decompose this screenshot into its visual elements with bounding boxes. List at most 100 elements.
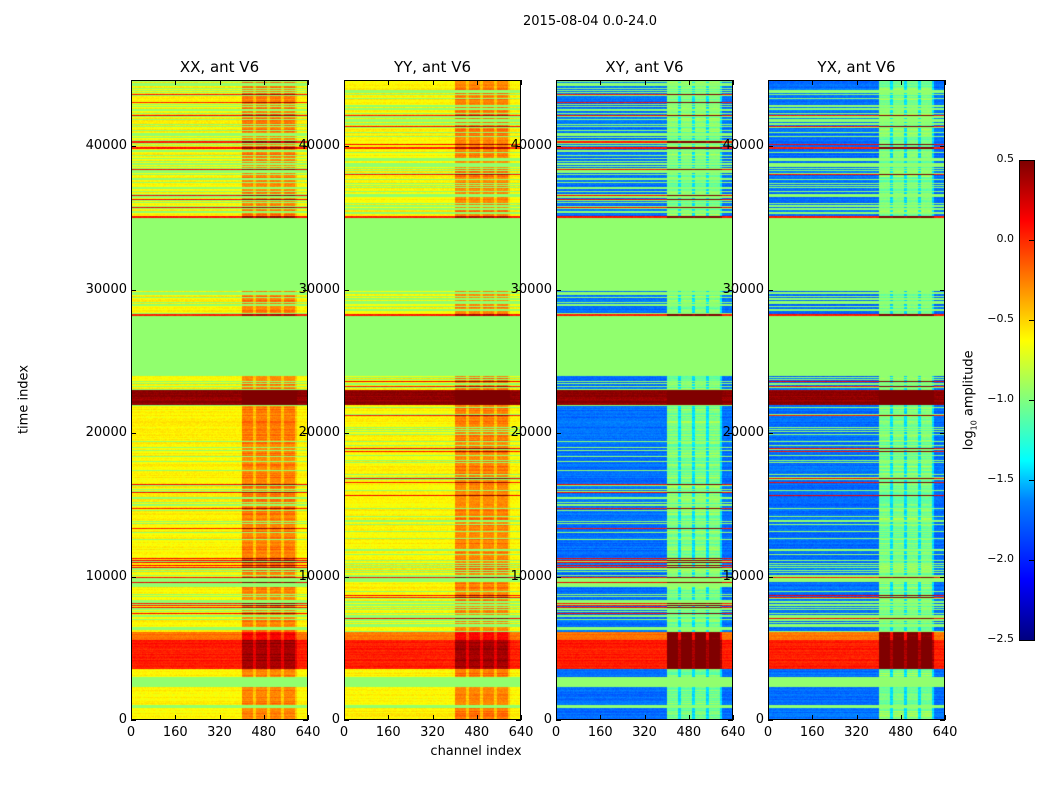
y-tick-right — [516, 146, 521, 147]
y-tick-label: 0 — [543, 712, 552, 727]
x-tick-label: 640 — [720, 725, 746, 740]
y-tick-label: 20000 — [85, 425, 127, 440]
x-tick-top — [733, 80, 734, 85]
x-tick — [812, 715, 814, 720]
y-tick — [768, 720, 773, 721]
x-tick-top — [476, 80, 478, 85]
y-tick-right — [940, 289, 945, 291]
colorbar-tick-label: 0.5 — [996, 152, 1015, 165]
y-tick-label: 30000 — [510, 281, 552, 297]
y-tick-right — [728, 720, 733, 721]
x-tick-label: 160 — [162, 725, 188, 740]
x-tick-label: 0 — [126, 725, 136, 740]
x-tick — [344, 715, 345, 720]
x-tick-label: 640 — [508, 725, 534, 740]
x-tick — [131, 715, 132, 720]
x-tick-label: 480 — [676, 725, 702, 740]
y-tick-label: 40000 — [510, 138, 552, 153]
y-tick-right — [516, 289, 521, 291]
y-tick — [768, 289, 773, 291]
x-tick-label: 640 — [932, 725, 958, 740]
x-tick — [644, 715, 646, 720]
colorbar-tick — [1029, 560, 1034, 561]
x-tick — [733, 715, 734, 720]
x-tick-top — [812, 80, 814, 85]
x-tick — [556, 715, 557, 720]
y-tick-label: 10000 — [510, 568, 552, 584]
heatmap-panel: XX, ant V6 0 160 320 480 640 0 10000 20000 30000 4… — [86, 58, 321, 740]
x-tick-label: 0 — [551, 725, 561, 740]
colorbar-label-rest: amplitude — [961, 350, 977, 421]
y-tick-label: 0 — [755, 712, 764, 727]
x-tick-label: 0 — [339, 725, 349, 740]
x-tick-top — [856, 80, 858, 85]
colorbar-tick-label: 0.0 — [996, 232, 1015, 245]
y-tick-label: 20000 — [298, 425, 340, 440]
y-tick-right — [728, 576, 733, 578]
x-tick-top — [175, 80, 177, 85]
colorbar-tick-label: −1.5 — [987, 472, 1014, 485]
panel-frame — [768, 80, 945, 720]
x-tick-label: 320 — [844, 725, 869, 740]
x-tick — [175, 715, 177, 720]
x-tick-label: 160 — [799, 725, 825, 740]
y-tick-label: 10000 — [298, 568, 340, 584]
panel-frame — [131, 80, 308, 720]
colorbar-tick-label: −2.5 — [987, 632, 1014, 645]
x-tick — [945, 715, 946, 720]
panel-title: XX, ant V6 — [179, 58, 260, 76]
x-tick-top — [644, 80, 646, 85]
panel-title: YX, ant V6 — [817, 58, 896, 76]
x-tick-top — [600, 80, 602, 85]
y-tick-right — [516, 433, 521, 434]
y-tick-right — [516, 576, 521, 578]
x-tick-top — [263, 80, 265, 85]
x-tick-top — [131, 80, 132, 85]
y-tick-right — [728, 146, 733, 147]
heatmap-image — [131, 80, 308, 720]
y-tick — [556, 146, 561, 147]
x-tick — [521, 715, 522, 720]
y-tick-label: 40000 — [298, 138, 340, 153]
x-tick-label: 320 — [420, 725, 445, 740]
y-tick — [768, 576, 773, 578]
y-tick-label: 30000 — [85, 281, 127, 297]
heatmap-image — [768, 80, 945, 720]
x-tick-top — [308, 80, 309, 85]
y-tick — [556, 720, 561, 721]
heatmap-panel: YX, ant V6 0 160 320 480 640 0 10000 20000 30000 4… — [723, 58, 958, 740]
y-tick-label: 40000 — [85, 138, 127, 153]
x-tick-label: 480 — [251, 725, 277, 740]
y-axis-label: time index — [16, 364, 32, 435]
x-axis-label: channel index — [430, 744, 522, 759]
y-tick — [556, 289, 561, 291]
y-tick-right — [516, 720, 521, 721]
y-tick — [768, 146, 773, 147]
colorbar-tick — [1029, 480, 1034, 481]
x-tick-top — [688, 80, 690, 85]
x-tick-label: 0 — [763, 725, 773, 740]
y-tick — [344, 720, 349, 721]
panel-frame — [556, 80, 733, 720]
x-tick-top — [219, 80, 221, 85]
y-tick — [556, 576, 561, 578]
x-tick — [476, 715, 478, 720]
panel-title: XY, ant V6 — [605, 58, 684, 76]
y-tick-label: 10000 — [85, 568, 127, 584]
y-tick-label: 10000 — [722, 568, 764, 584]
x-tick — [219, 715, 221, 720]
y-tick — [344, 433, 349, 434]
y-tick-right — [303, 433, 308, 434]
figure-title: 2015-08-04 0.0-24.0 — [523, 14, 657, 29]
colorbar — [1019, 160, 1035, 641]
x-tick-top — [388, 80, 390, 85]
heatmap-image — [344, 80, 521, 720]
y-tick — [344, 146, 349, 147]
colorbar-tick-label: −2.0 — [987, 552, 1014, 565]
x-tick — [688, 715, 690, 720]
x-tick-top — [521, 80, 522, 85]
panel-title: YY, ant V6 — [393, 58, 471, 76]
x-tick — [600, 715, 602, 720]
y-tick — [344, 576, 349, 578]
heatmap-panel: XY, ant V6 0 160 320 480 640 0 10000 20000 30000 4… — [511, 58, 746, 740]
